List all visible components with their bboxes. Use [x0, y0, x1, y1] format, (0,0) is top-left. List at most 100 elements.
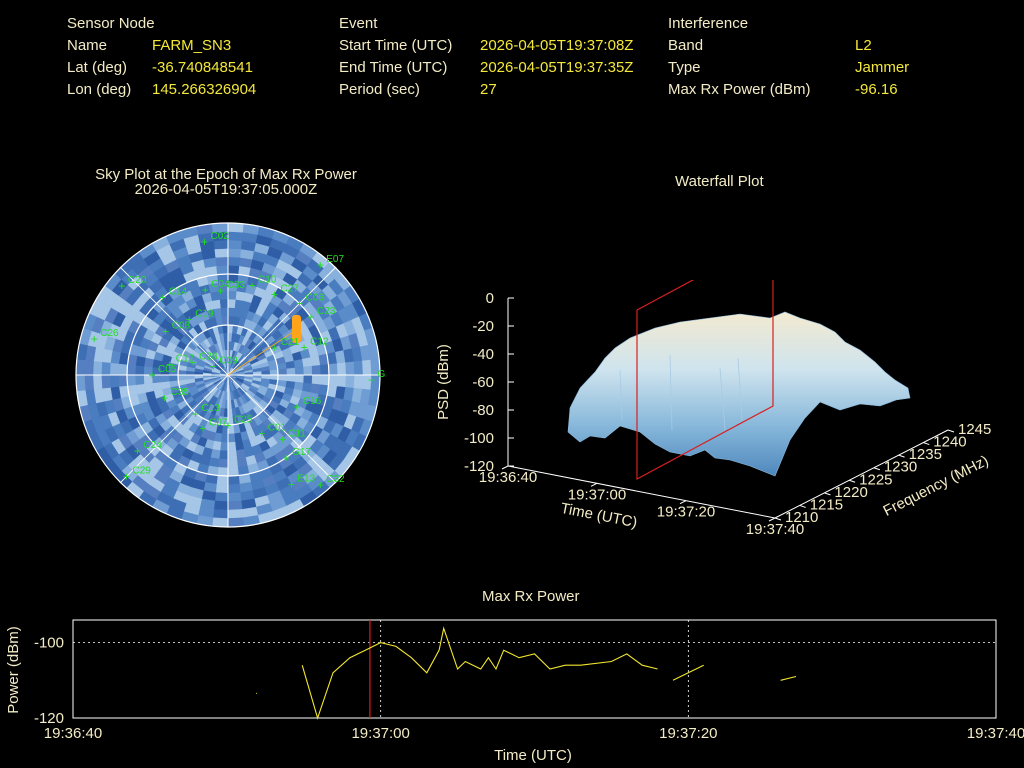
power-chart-x-tick-label: 19:37:40 — [967, 725, 1024, 742]
max-power-value: -96.16 — [855, 81, 898, 98]
satellite-label: C29 — [132, 466, 151, 477]
satellite-label: C01 — [268, 423, 287, 434]
waterfall-freq-tick — [799, 504, 806, 508]
sky-plot: + C02+ E07+ C27+ C20+ C14+ C08+ C19+ C04+ C33 + C10… — [75, 222, 386, 528]
satellite-label: C28 — [199, 351, 218, 362]
satellite-marker: + — [210, 360, 217, 374]
satellite-marker: + — [200, 422, 207, 436]
satellite-marker: + — [118, 279, 125, 293]
satellite-C12: + C12 — [301, 336, 329, 354]
waterfall-time-tick — [590, 482, 598, 487]
power-chart-x-tick-label: 19:37:20 — [659, 725, 717, 742]
waterfall-freq-tick — [947, 429, 955, 433]
waterfall-z-label: PSD (dBm) — [435, 344, 452, 420]
satellite-marker: + — [217, 284, 224, 298]
satellite-marker: + — [283, 451, 290, 465]
satellite-C35: + C35 — [161, 387, 189, 405]
satellite-C26: + C26 — [91, 328, 119, 346]
waterfall-z-tick-label: -20 — [472, 318, 494, 335]
period-label: Period (sec) — [339, 81, 420, 98]
satellite-C25: + C25 — [224, 415, 252, 433]
satellite-marker: + — [201, 235, 208, 249]
power-chart-x-tick-label: 19:37:00 — [351, 725, 409, 742]
waterfall-time-tick-label: 19:36:40 — [479, 469, 537, 486]
satellite-marker: + — [249, 278, 256, 292]
lat-label: Lat (deg) — [67, 59, 128, 76]
satellite-label: G17 — [292, 447, 311, 458]
satellite-G26: +G26 — [368, 369, 386, 387]
satellite-label: C08 — [172, 320, 191, 331]
waterfall-freq-tick-label: 1210 — [785, 509, 818, 526]
waterfall-freq-tick-label: 1215 — [810, 496, 843, 513]
satellite-label: C13 — [201, 403, 220, 414]
satellite-label: C19 — [195, 309, 214, 320]
satellite-C27: + C27 — [271, 284, 299, 302]
waterfall-freq-axis — [774, 429, 949, 519]
satellite-marker: + — [271, 288, 278, 302]
satellite-label: C16 — [303, 396, 322, 407]
satellite-C06: + C06 — [296, 292, 324, 310]
satellite-marker: + — [190, 355, 197, 369]
waterfall-time-tick-label: 19:37:40 — [746, 521, 804, 538]
satellite-marker: + — [159, 290, 166, 304]
satellite-marker: + — [279, 433, 286, 447]
jammer-cluster — [292, 315, 301, 343]
satellite-C29: + C29 — [123, 466, 151, 484]
satellite-label: C02 — [211, 231, 230, 242]
waterfall-time-axis — [507, 465, 776, 519]
waterfall-time-tick-label: 19:37:00 — [568, 486, 626, 503]
waterfall-freq-tick-label: 1245 — [958, 421, 991, 438]
satellite-label: G26 — [377, 369, 386, 380]
satellite-label: C27 — [280, 284, 299, 295]
satellite-label: C26 — [100, 328, 119, 339]
power-chart-frame — [72, 619, 997, 719]
start-time-value: 2026-04-05T19:37:08Z — [480, 37, 634, 54]
waterfall-z-tick-label: -60 — [472, 374, 494, 391]
type-label: Type — [668, 59, 701, 76]
satellite-label: C06 — [306, 292, 325, 303]
satellite-marker: + — [296, 296, 303, 310]
satellite-marker: + — [368, 373, 375, 387]
waterfall-z-tick-label: -80 — [472, 402, 494, 419]
lat-value: -36.740848541 — [152, 59, 253, 76]
satellite-C10: + C10 — [249, 274, 277, 292]
satellite-label: C11 — [288, 429, 306, 440]
waterfall-time-tick — [501, 465, 509, 470]
satellite-marker: + — [301, 340, 308, 354]
skyplot-title: Sky Plot at the Epoch of Max Rx Power — [95, 166, 357, 183]
name-label: Name — [67, 37, 108, 54]
jammer-bearing-line — [227, 329, 297, 376]
satellite-C01: + C01 — [258, 423, 286, 441]
satellite-label: C20 — [128, 275, 147, 286]
satellite-label: C05 — [158, 364, 177, 375]
satellite-C33: + C33 — [217, 280, 245, 298]
satellite-G17: + G17 — [283, 447, 312, 465]
satellite-C02: + C02 — [201, 231, 229, 249]
epoch-plane — [636, 280, 774, 481]
waterfall-z-tick-label: 0 — [486, 290, 494, 307]
skyplot-epoch: 2026-04-05T19:37:05.000Z — [134, 181, 318, 198]
satellite-C24: + C24 — [134, 440, 162, 458]
end-time-value: 2026-04-05T19:37:35Z — [480, 59, 634, 76]
satellite-C05: + C05 — [148, 364, 176, 382]
max-power-label: Max Rx Power (dBm) — [668, 81, 811, 98]
satellite-label: C21 — [281, 337, 300, 348]
satellite-C16: + C16 — [293, 396, 321, 414]
type-value: Jammer — [855, 59, 910, 76]
power-chart-x-tick-label: 19:36:40 — [44, 725, 102, 742]
satellite-label: C10 — [258, 274, 277, 285]
satellite-markers: + C02+ E07+ C27+ C20+ C14+ C08+ C19+ C04+ C33 + C10… — [91, 231, 386, 492]
start-time-label: Start Time (UTC) — [339, 37, 453, 54]
satellite-E07: + E07 — [317, 254, 345, 272]
sky-heatmap — [76, 223, 380, 527]
power-chart-y-tick-label: -100 — [34, 635, 64, 652]
satellite-label: C12 — [310, 336, 329, 347]
satellite-label: C32 — [326, 474, 345, 485]
satellite-marker: + — [192, 407, 199, 421]
waterfall-z-tick-label: -40 — [472, 346, 494, 363]
satellite-label: C04 — [211, 279, 230, 290]
waterfall-freq-tick — [923, 442, 930, 446]
power-chart-y-tick-label: -120 — [34, 710, 64, 727]
satellite-marker: + — [202, 283, 209, 297]
satellite-E13: + E13 — [288, 474, 316, 492]
